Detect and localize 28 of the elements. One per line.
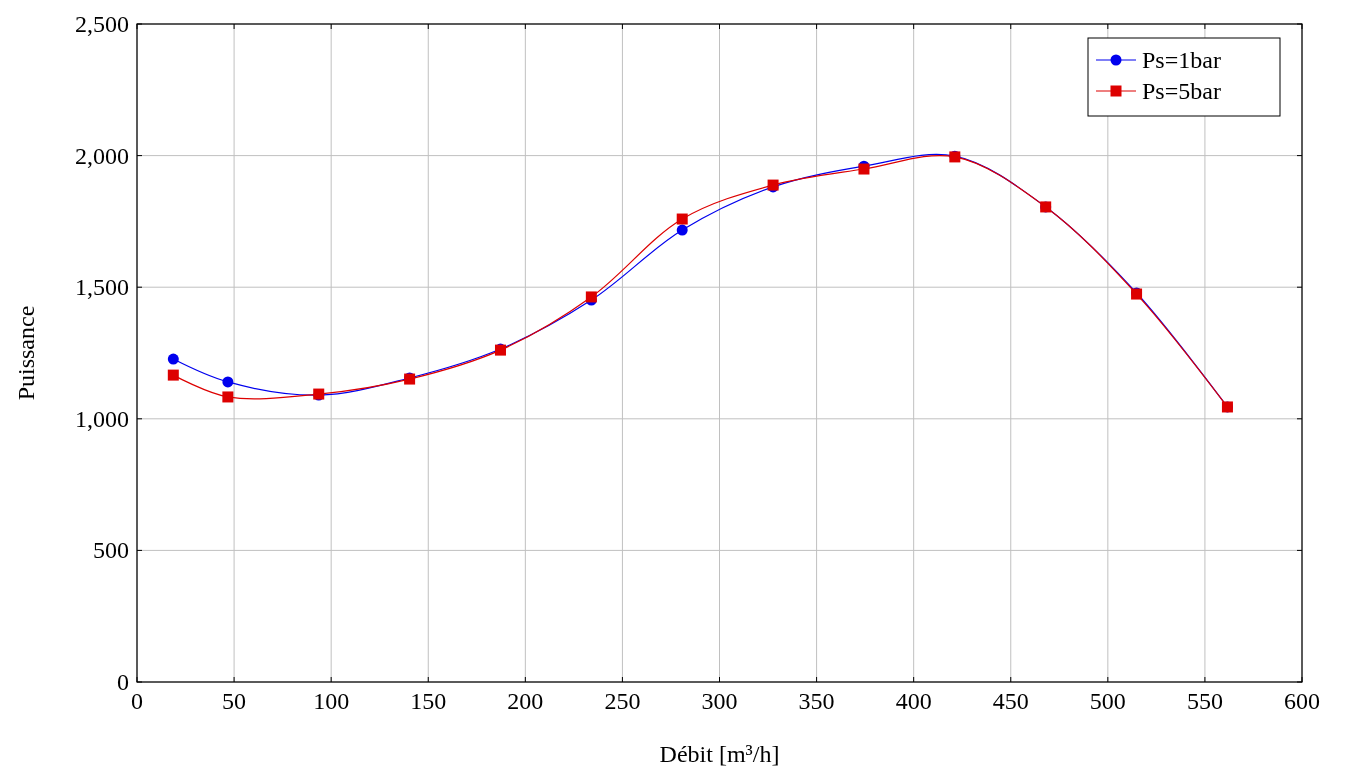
x-tick-label: 500 (1089, 688, 1126, 714)
point (676, 213, 688, 225)
point (222, 391, 234, 403)
legend-label: Ps=5bar (1142, 78, 1221, 104)
x-tick-label: 450 (992, 688, 1029, 714)
y-tick-label: 0 (117, 669, 129, 695)
x-tick-label: 350 (798, 688, 835, 714)
x-tick-label: 550 (1186, 688, 1223, 714)
x-tick-label: 100 (313, 688, 350, 714)
x-tick-label: 50 (222, 688, 247, 714)
y-tick-label: 2,000 (75, 142, 129, 169)
x-axis-title: Débit [m³/h] (659, 741, 780, 767)
y-tick-label: 1,500 (75, 274, 129, 301)
y-axis-title: Puissance (13, 305, 39, 401)
point (222, 376, 234, 388)
point (167, 369, 179, 381)
y-tick-label: 2,500 (75, 11, 129, 37)
x-tick-label: 200 (507, 688, 544, 714)
y-tick-label: 500 (93, 537, 129, 564)
x-tick-label: 600 (1284, 688, 1320, 714)
x-tick-label: 150 (410, 688, 447, 714)
point (167, 353, 179, 365)
x-tick-label: 250 (604, 688, 641, 714)
x-tick-label: 300 (701, 688, 738, 714)
x-tick-label: 400 (895, 688, 932, 714)
y-tick-label: 1,000 (75, 405, 129, 432)
point (676, 224, 688, 236)
legend-label: Ps=1bar (1142, 47, 1221, 73)
